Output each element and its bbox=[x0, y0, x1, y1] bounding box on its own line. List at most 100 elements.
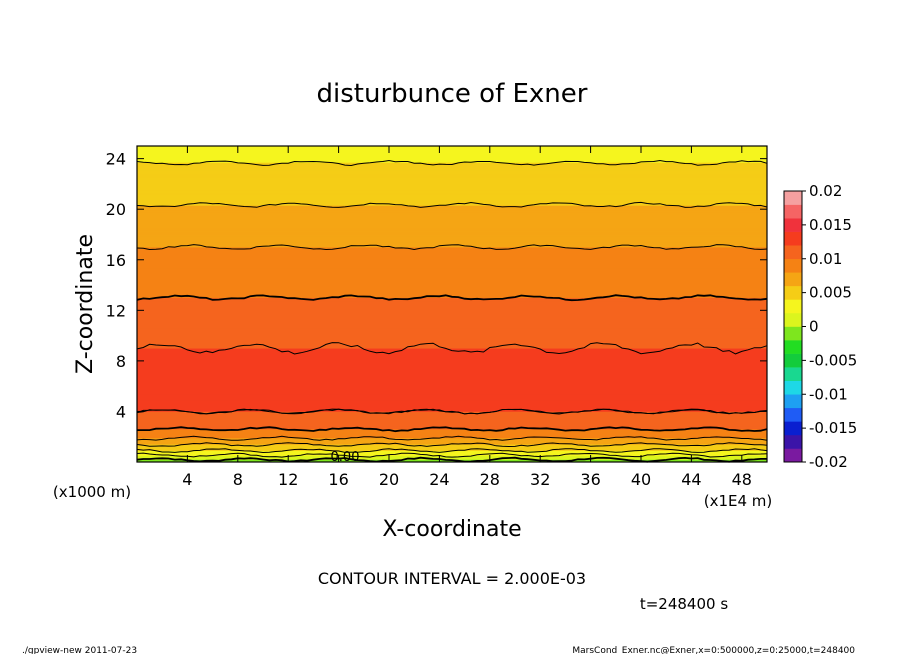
color-band bbox=[137, 413, 767, 416]
color-band bbox=[137, 153, 767, 156]
color-band bbox=[137, 457, 767, 460]
contour-line bbox=[136, 448, 768, 454]
color-band bbox=[137, 149, 767, 152]
color-band bbox=[137, 322, 767, 325]
colorbar-tick-label: -0.02 bbox=[809, 453, 848, 471]
color-band bbox=[137, 273, 767, 276]
colorbar-tick-label: -0.005 bbox=[809, 351, 857, 369]
color-band bbox=[137, 208, 767, 211]
contour-line bbox=[136, 408, 768, 415]
colorbar: 0.02 0.015 0.01 0.005 0 -0.005 -0.01 -0.015 -0.0… bbox=[783, 182, 857, 471]
color-band bbox=[137, 193, 767, 196]
color-band bbox=[137, 359, 767, 362]
x-tick-label: 8 bbox=[233, 470, 243, 489]
color-band bbox=[137, 377, 767, 379]
color-band bbox=[137, 234, 767, 237]
color-band bbox=[137, 374, 767, 377]
color-band bbox=[137, 440, 767, 443]
color-band bbox=[137, 146, 767, 149]
color-band bbox=[137, 425, 767, 427]
color-band bbox=[137, 251, 767, 254]
color-band bbox=[137, 339, 767, 341]
colorbar-segment bbox=[784, 204, 802, 219]
color-band bbox=[137, 369, 767, 372]
color-band bbox=[137, 230, 767, 233]
color-band bbox=[137, 253, 767, 256]
color-band bbox=[137, 157, 767, 159]
color-band bbox=[137, 168, 767, 171]
color-band bbox=[137, 222, 767, 225]
color-band bbox=[137, 259, 767, 262]
color-band bbox=[137, 198, 767, 201]
color-band bbox=[137, 211, 767, 214]
color-band bbox=[137, 184, 767, 187]
color-band bbox=[137, 455, 767, 458]
contour-line bbox=[136, 244, 768, 251]
color-band bbox=[137, 302, 767, 305]
color-band bbox=[137, 363, 767, 365]
x-tick-label: 20 bbox=[379, 470, 399, 489]
color-band bbox=[137, 162, 767, 164]
color-band bbox=[137, 404, 767, 407]
y-tick-label: 4 bbox=[116, 402, 126, 421]
color-band bbox=[137, 155, 767, 158]
x-tick-label: 16 bbox=[328, 470, 348, 489]
colorbar-segment bbox=[784, 231, 802, 246]
color-band bbox=[137, 371, 767, 374]
color-band bbox=[137, 189, 767, 192]
color-band bbox=[137, 152, 767, 154]
colorbar-segment bbox=[784, 353, 802, 368]
color-band bbox=[137, 364, 767, 367]
color-band bbox=[137, 236, 767, 239]
colorbar-segment bbox=[784, 285, 802, 300]
color-band bbox=[137, 426, 767, 429]
color-band bbox=[137, 167, 767, 170]
x-tick-label: 4 bbox=[182, 470, 192, 489]
colorbar-segment bbox=[784, 272, 802, 287]
color-band bbox=[137, 383, 767, 386]
x-tick-label: 12 bbox=[278, 470, 298, 489]
color-band bbox=[137, 274, 767, 277]
color-band bbox=[137, 318, 767, 321]
x-tick-label: 24 bbox=[429, 470, 449, 489]
color-band bbox=[137, 327, 767, 330]
color-band bbox=[137, 373, 767, 376]
color-band bbox=[137, 297, 767, 300]
color-band bbox=[137, 291, 767, 293]
color-band bbox=[137, 360, 767, 363]
x-axis: 4 8 12 16 20 24 28 32 36 40 44 48 bbox=[182, 146, 752, 489]
color-band bbox=[137, 288, 767, 291]
color-band bbox=[137, 301, 767, 304]
color-band bbox=[137, 159, 767, 162]
color-band bbox=[137, 176, 767, 178]
color-band bbox=[137, 379, 767, 382]
color-band bbox=[137, 173, 767, 176]
color-band bbox=[137, 205, 767, 207]
color-band bbox=[137, 254, 767, 257]
contour-line bbox=[136, 159, 768, 167]
color-band bbox=[137, 278, 767, 281]
contour-line bbox=[136, 435, 768, 441]
color-band bbox=[137, 261, 767, 264]
x-tick-label: 28 bbox=[480, 470, 500, 489]
plot-frame bbox=[136, 145, 768, 463]
color-band bbox=[137, 194, 767, 197]
color-band bbox=[137, 188, 767, 191]
color-band bbox=[137, 215, 767, 218]
color-band bbox=[137, 239, 767, 242]
color-band bbox=[137, 326, 767, 329]
color-band bbox=[137, 265, 767, 268]
color-band bbox=[137, 394, 767, 397]
color-band bbox=[137, 344, 767, 347]
color-band bbox=[137, 286, 767, 288]
y-axis-title: Z-coordinate bbox=[73, 234, 98, 374]
y-tick-label: 24 bbox=[106, 150, 126, 169]
color-band bbox=[137, 328, 767, 331]
color-band bbox=[137, 341, 767, 344]
y-tick-label: 12 bbox=[106, 301, 126, 320]
color-band bbox=[137, 430, 767, 432]
colorbar-segment bbox=[784, 191, 802, 205]
color-band bbox=[137, 388, 767, 391]
color-band bbox=[137, 454, 767, 456]
color-band bbox=[137, 395, 767, 398]
